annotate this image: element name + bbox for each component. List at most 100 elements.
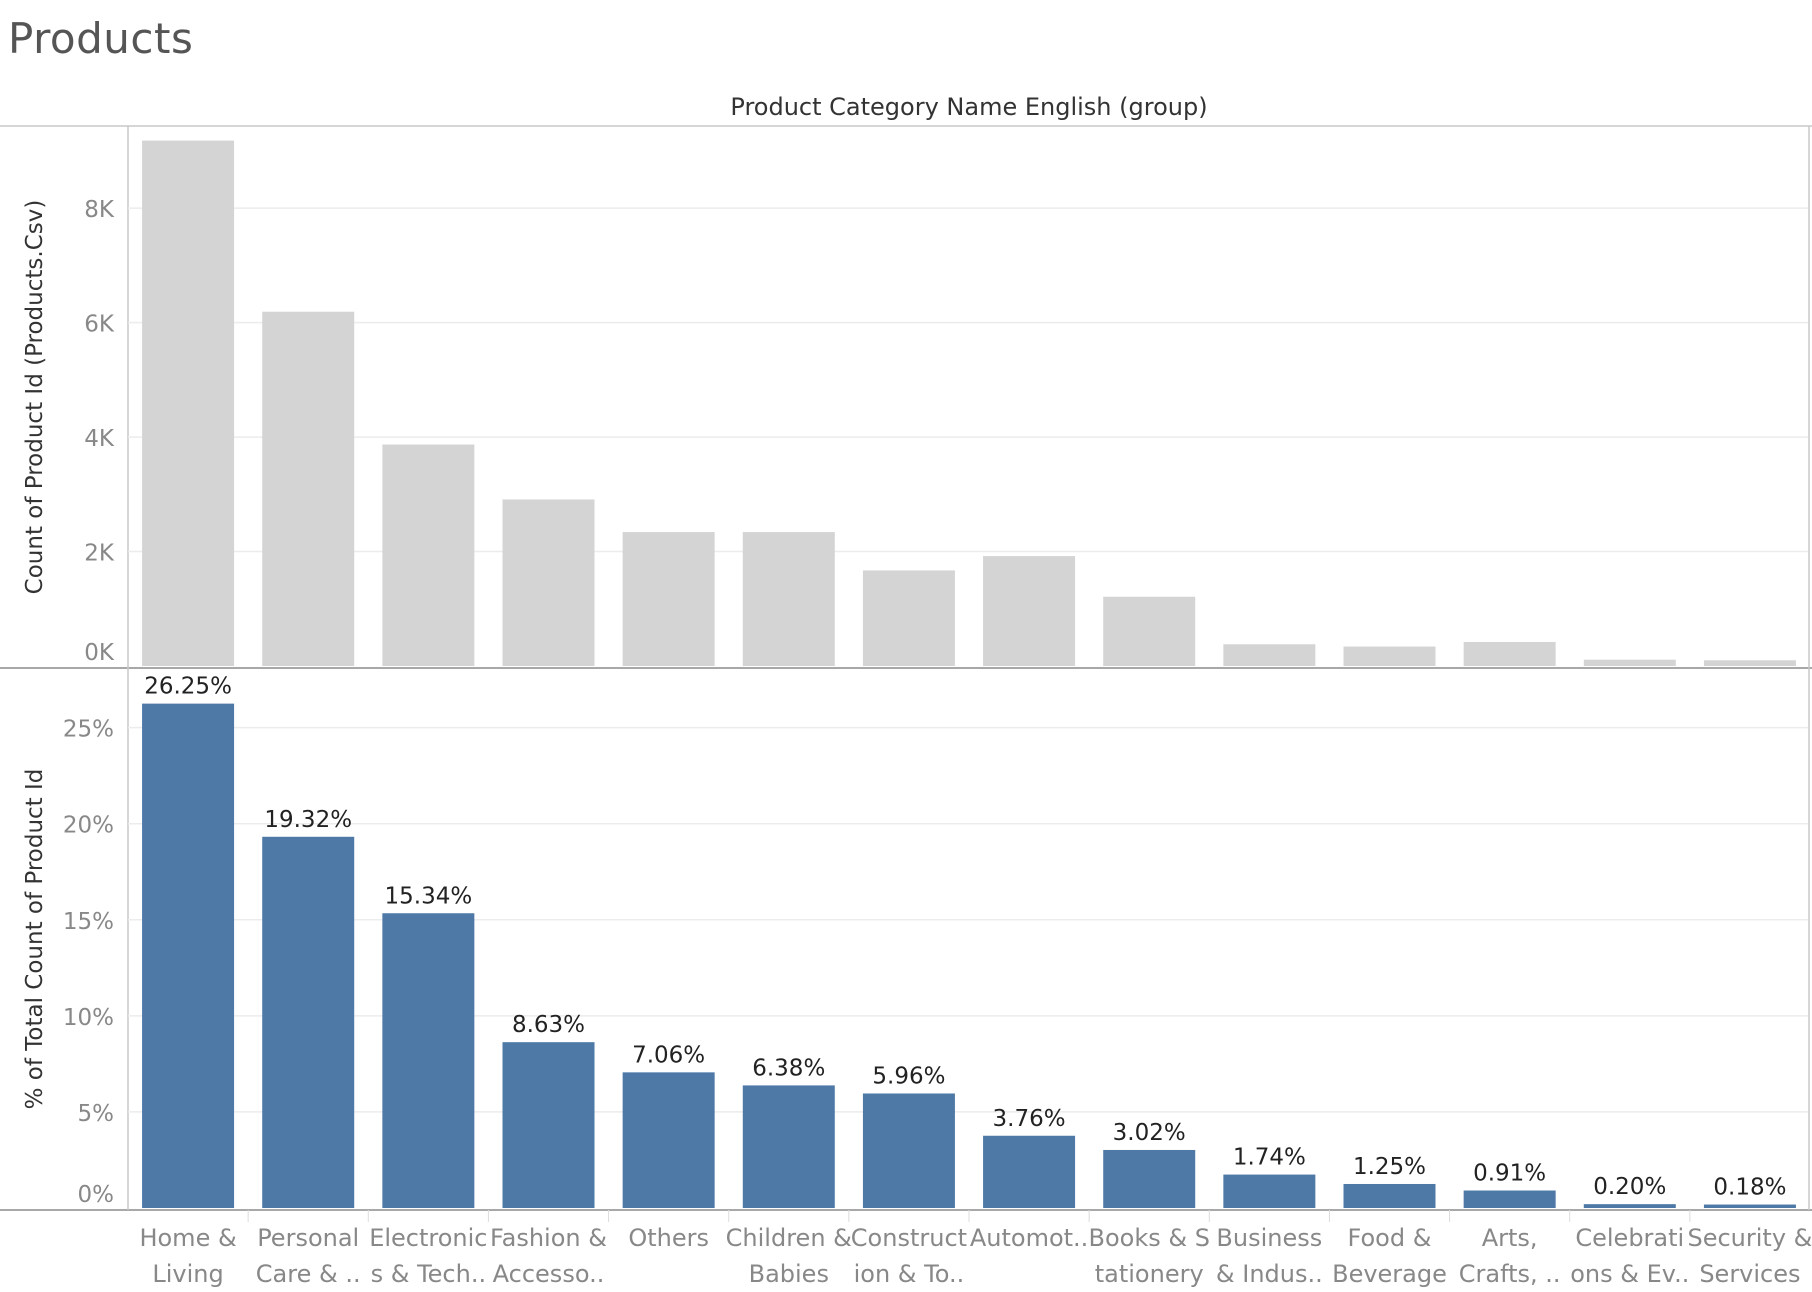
bar [262,836,355,1208]
bar [382,444,475,666]
x-tick-label: Automot.. [970,1224,1088,1252]
y-axis-title: Count of Product Id (Products.Csv) [22,200,48,595]
bar [1223,1174,1316,1208]
x-tick-label-line: Beverage [1332,1260,1447,1288]
data-label: 0.20% [1593,1174,1666,1200]
x-tick-label: Construct ion & To.. [851,1224,967,1288]
y-tick-label: 5% [78,1101,115,1127]
bar [262,311,355,666]
data-label: 6.38% [752,1055,825,1081]
data-label: 15.34% [385,883,473,909]
bar [502,1042,595,1208]
x-tick-label-line: Others [628,1224,709,1252]
x-tick-label-line: Services [1699,1260,1800,1288]
bar [142,140,235,666]
bar [1703,1204,1796,1208]
y-tick-label: 20% [63,813,114,839]
chart-frame [0,125,1812,1222]
bar [862,1093,955,1208]
x-tick-label-line: Electronic [369,1224,487,1252]
y-tick-label: 8K [84,197,115,223]
x-tick-label: Personal Care & .. [256,1224,361,1288]
data-label: 0.18% [1713,1175,1786,1201]
x-tick-label-line: Home & [139,1224,236,1252]
data-label: 1.25% [1353,1154,1426,1180]
y-tick-label: 0K [84,640,115,666]
bar [983,556,1076,666]
page-title: Products [8,14,194,63]
data-label: 7.06% [632,1042,705,1068]
x-tick-label: Food & Beverage [1332,1224,1447,1288]
data-label: 19.32% [264,807,352,833]
bar [1343,1183,1436,1208]
x-tick-label: Business & Indus.. [1216,1224,1323,1288]
x-tick-label-line: Food & [1348,1224,1432,1252]
bar [142,703,235,1208]
data-label: 5.96% [872,1063,945,1089]
labels: Product Category Name English (group) 0K 2… [22,93,1812,1288]
bar [622,1072,715,1208]
x-tick-label-line: Automot.. [970,1224,1088,1252]
bar [1583,1204,1676,1208]
data-label: 1.74% [1233,1145,1306,1171]
x-tick-label-line: Children & [726,1224,852,1252]
bar [1343,646,1436,666]
bar [742,1085,835,1208]
x-tick-label-line: Crafts, .. [1459,1260,1561,1288]
x-tick-label: Books & S tationery [1088,1224,1209,1288]
x-tick-label: Fashion & Accesso.. [490,1224,607,1288]
x-tick-label-line: Business [1216,1224,1322,1252]
x-tick-label: Arts, Crafts, .. [1459,1224,1561,1288]
x-tick-label-line: Celebrati [1575,1224,1684,1252]
x-tick-label: Celebrati ons & Ev.. [1570,1224,1689,1288]
x-tick-label-line: s & Tech.. [371,1260,487,1288]
y-axis-title: % of Total Count of Product Id [22,769,48,1110]
x-tick-label-line: ion & To.. [854,1260,965,1288]
bar [1103,596,1196,666]
grid-lines [128,207,1808,1113]
x-tick-label: Home & Living [139,1224,236,1288]
y-tick-label: 15% [63,909,114,935]
bar [983,1135,1076,1208]
x-tick-label-line: Construct [851,1224,967,1252]
column-header: Product Category Name English (group) [730,93,1207,121]
bar [622,532,715,666]
x-tick-label-line: Fashion & [490,1224,607,1252]
bar [382,913,475,1208]
bars [142,140,1796,1208]
bar [1463,641,1556,666]
data-label: 26.25% [144,674,232,700]
bar [1103,1149,1196,1208]
x-tick-label-line: Living [152,1260,223,1288]
y-tick-label: 6K [84,312,115,338]
x-tick-label: Electronic s & Tech.. [369,1224,487,1288]
bar [502,499,595,666]
bar [1223,644,1316,666]
y-tick-label: 25% [63,717,114,743]
x-tick-label: Security & Services [1687,1224,1812,1288]
data-label: 8.63% [512,1012,585,1038]
x-tick-label: Children & Babies [726,1224,852,1288]
y-tick-label: 2K [84,541,115,567]
x-tick-label-line: Personal [257,1224,359,1252]
x-tick-label-line: tationery [1095,1260,1204,1288]
data-label: 3.76% [993,1106,1066,1132]
x-tick-label-line: Books & S [1088,1224,1209,1252]
bar [1703,660,1796,666]
x-tick-label-line: Babies [749,1260,829,1288]
x-tick-label: Others [628,1224,709,1252]
bar [1583,659,1676,666]
bar [742,532,835,666]
data-label: 3.02% [1113,1120,1186,1146]
x-tick-label-line: Security & [1687,1224,1812,1252]
x-tick-label-line: Arts, [1482,1224,1538,1252]
y-tick-label: 0% [78,1182,115,1208]
data-label: 0.91% [1473,1161,1546,1187]
x-tick-label-line: & Indus.. [1216,1260,1323,1288]
x-tick-label-line: Accesso.. [493,1260,605,1288]
bar [1463,1190,1556,1208]
y-tick-label: 4K [84,426,115,452]
bar [862,570,955,666]
x-tick-label-line: ons & Ev.. [1570,1260,1689,1288]
y-tick-label: 10% [63,1005,114,1031]
